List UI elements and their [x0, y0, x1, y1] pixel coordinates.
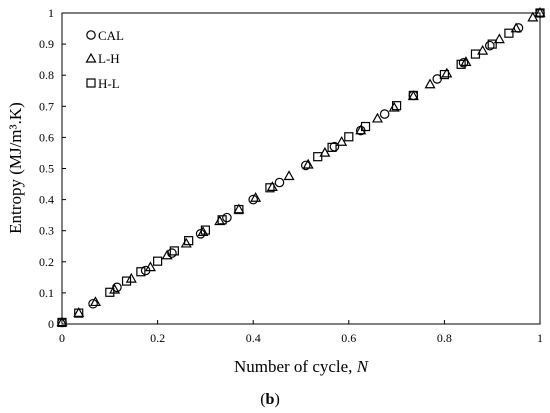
data-point-l-h: [510, 22, 522, 33]
data-point-h-l: [234, 204, 244, 215]
x-tick-label: 0.6: [341, 331, 356, 345]
y-tick-label: 0.7: [39, 99, 54, 113]
y-tick-label: 0.3: [39, 224, 54, 238]
figure-caption: (b): [260, 391, 280, 408]
x-tick-label: 0.4: [246, 331, 261, 345]
series-h-l: [57, 8, 545, 328]
data-point-cal: [379, 109, 390, 119]
data-point-l-h: [180, 237, 192, 248]
data-point-h-l: [344, 132, 354, 142]
data-point-l-h: [73, 307, 85, 317]
y-tick-label: 0: [48, 317, 54, 331]
data-point-l-h: [355, 124, 367, 135]
data-point-h-l: [439, 69, 449, 80]
data-point-l-h: [283, 170, 295, 181]
data-point-h-l: [184, 236, 194, 246]
data-point-h-l: [74, 308, 84, 318]
x-axis-ticks: 0 0.2 0.4 0.6 0.8 1: [59, 320, 543, 345]
data-point-h-l: [217, 215, 227, 225]
data-point-h-l: [169, 246, 179, 256]
data-point-cal: [458, 57, 469, 68]
data-point-l-h: [441, 67, 453, 78]
data-point-h-l: [392, 101, 402, 111]
data-point-h-l: [57, 317, 67, 328]
caption-open: (: [260, 391, 265, 408]
data-point-cal: [88, 298, 98, 309]
y-axis-title: Entropy (MJ/m³.K): [6, 102, 25, 234]
caption-letter: b: [266, 391, 275, 408]
y-tick-label: 0.4: [39, 193, 54, 207]
data-point-l-h: [424, 78, 436, 89]
data-point-l-h: [161, 249, 173, 260]
data-point-cal: [274, 177, 285, 188]
y-tick-label: 0.6: [39, 130, 54, 144]
data-point-cal: [167, 248, 177, 258]
y-tick-label: 1: [48, 6, 54, 20]
data-point-h-l: [313, 152, 323, 162]
data-point-l-h: [89, 296, 101, 307]
data-point-cal: [300, 160, 311, 171]
data-point-l-h: [460, 56, 472, 66]
data-point-h-l: [327, 142, 337, 152]
data-point-h-l: [456, 59, 466, 69]
data-point-h-l: [200, 225, 210, 235]
x-axis-title-variable: N: [356, 357, 370, 376]
data-point-l-h: [144, 261, 156, 272]
data-point-h-l: [470, 49, 481, 59]
data-point-h-l: [408, 90, 418, 101]
data-point-h-l: [504, 28, 514, 38]
y-tick-label: 0.1: [39, 286, 54, 300]
legend-label-h-l: H-L: [98, 76, 120, 91]
data-point-h-l: [265, 183, 275, 193]
data-point-cal: [485, 40, 495, 51]
data-point-h-l: [121, 276, 132, 286]
data-point-l-h: [266, 181, 278, 191]
legend-circle-marker: [86, 30, 96, 40]
data-point-h-l: [535, 8, 545, 18]
x-axis-title-prefix: Number of cycle,: [234, 357, 357, 376]
data-point-cal: [248, 194, 258, 205]
legend-triangle-marker: [85, 52, 97, 63]
data-point-h-l: [487, 39, 497, 49]
data-point-l-h: [302, 158, 314, 169]
data-point-l-h: [125, 272, 137, 283]
y-tick-label: 0.2: [39, 255, 54, 269]
data-point-l-h: [109, 283, 121, 294]
data-point-h-l: [105, 287, 115, 297]
y-axis-ticks: 0 0.1 0.2 0.3 0.4 0.5 0.6 0.7 0.8 0.9 1: [39, 6, 66, 331]
data-point-l-h: [527, 11, 539, 22]
x-tick-label: 0.8: [437, 331, 452, 345]
legend: CAL L-H H-L: [85, 28, 124, 91]
x-tick-label: 1: [537, 331, 543, 345]
data-point-l-h: [319, 146, 331, 157]
data-point-h-l: [360, 121, 371, 132]
data-point-h-l: [153, 256, 163, 266]
data-point-cal: [222, 212, 232, 223]
data-point-l-h: [197, 226, 209, 237]
data-point-l-h: [493, 33, 505, 44]
data-point-l-h: [214, 215, 226, 226]
x-tick-label: 0: [59, 331, 65, 345]
legend-square-marker: [86, 78, 96, 88]
data-point-h-l: [136, 267, 146, 277]
legend-label-cal: CAL: [98, 28, 124, 43]
data-point-l-h: [56, 316, 68, 327]
data-point-l-h: [371, 112, 384, 123]
data-point-l-h: [477, 44, 489, 55]
series-l-h: [56, 6, 546, 327]
data-point-l-h: [336, 136, 348, 146]
y-tick-label: 0.8: [39, 68, 54, 82]
legend-label-l-h: L-H: [98, 51, 120, 66]
data-markers: [56, 6, 546, 328]
data-point-l-h: [388, 101, 400, 112]
x-tick-label: 0.2: [150, 331, 165, 345]
data-point-l-h: [250, 192, 262, 202]
data-point-l-h: [534, 6, 546, 17]
data-point-l-h: [233, 203, 245, 214]
caption-close: ): [274, 391, 279, 408]
y-tick-label: 0.5: [39, 162, 54, 176]
x-axis-title: Number of cycle, N: [234, 357, 370, 376]
y-tick-label: 0.9: [39, 37, 54, 51]
